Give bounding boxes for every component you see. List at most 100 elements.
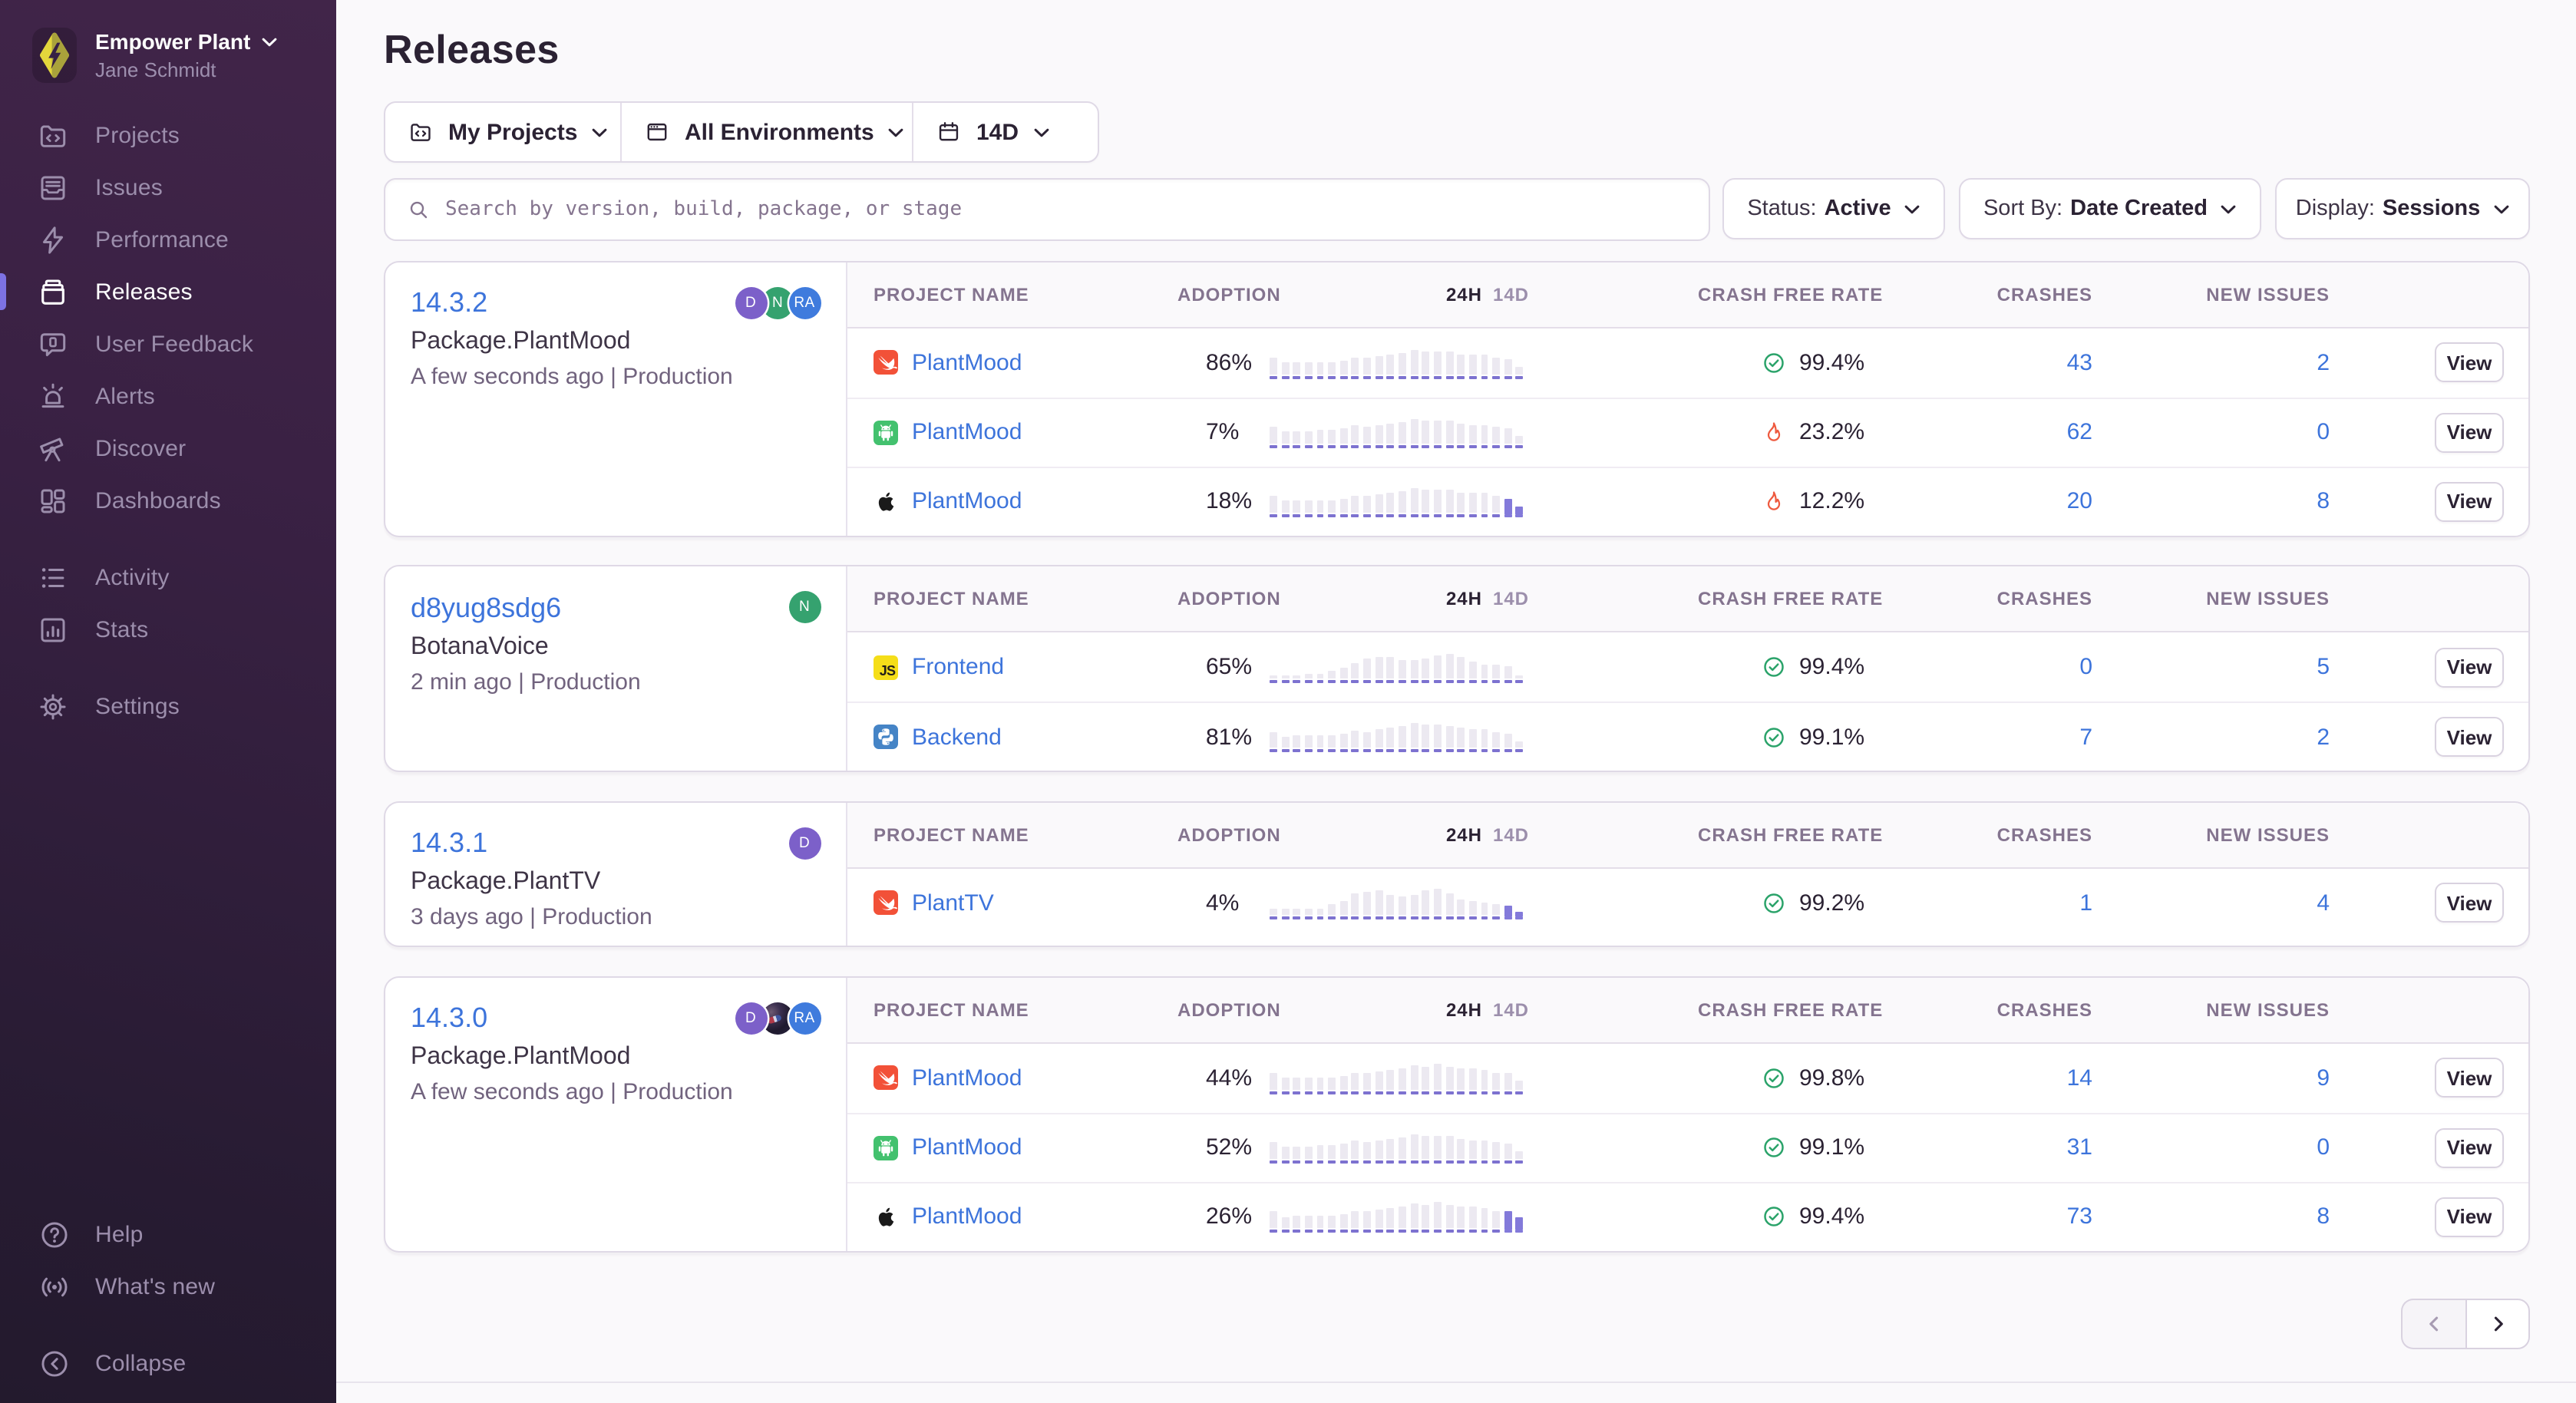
sidebar-item-settings[interactable]: Settings bbox=[0, 680, 336, 732]
view-button[interactable]: View bbox=[2435, 1058, 2504, 1098]
view-button[interactable]: View bbox=[2435, 1127, 2504, 1167]
sidebar-item-label: Collapse bbox=[95, 1350, 187, 1376]
release-meta: A few seconds ago | Production bbox=[411, 364, 733, 390]
sidebar-item-releases[interactable]: Releases bbox=[0, 266, 336, 318]
sort-by-dropdown[interactable]: Sort By: Date Created bbox=[1959, 178, 2261, 239]
adoption-percent: 81% bbox=[1206, 724, 1253, 750]
project-link[interactable]: PlantMood bbox=[912, 419, 1022, 445]
trend-24h-toggle[interactable]: 24H bbox=[1445, 824, 1482, 845]
crash-free-cell: 99.4% bbox=[1762, 328, 1864, 397]
new-issues-count[interactable]: 4 bbox=[2317, 890, 2330, 916]
trend-24h-toggle[interactable]: 24H bbox=[1445, 999, 1482, 1020]
new-issues-count[interactable]: 2 bbox=[2317, 724, 2330, 750]
sidebar-item-what-s-new[interactable]: What's new bbox=[0, 1260, 336, 1312]
next-page-button[interactable] bbox=[2465, 1299, 2530, 1349]
sidebar-item-activity[interactable]: Activity bbox=[0, 551, 336, 603]
new-issues-count[interactable]: 9 bbox=[2317, 1065, 2330, 1091]
release-version-link[interactable]: 14.3.1 bbox=[411, 827, 488, 858]
column-header-new-issues: NEW ISSUES bbox=[2206, 283, 2330, 305]
crashes-count[interactable]: 14 bbox=[2066, 1065, 2092, 1091]
sidebar-item-stats[interactable]: Stats bbox=[0, 603, 336, 655]
project-row: Backend 81% 99.1% 7 2 View bbox=[847, 702, 2528, 771]
user-avatar: N bbox=[788, 591, 821, 623]
crash-free-cell: 99.4% bbox=[1762, 1183, 1864, 1250]
view-button[interactable]: View bbox=[2435, 481, 2504, 521]
status-dropdown[interactable]: Status: Active bbox=[1722, 178, 1945, 239]
org-switcher[interactable]: Empower Plant Jane Schmidt bbox=[32, 28, 278, 83]
release-version-link[interactable]: 14.3.2 bbox=[411, 287, 488, 318]
sidebar-item-performance[interactable]: Performance bbox=[0, 213, 336, 266]
project-link[interactable]: PlantTV bbox=[912, 890, 994, 916]
project-link[interactable]: PlantMood bbox=[912, 349, 1022, 375]
view-button[interactable]: View bbox=[2435, 412, 2504, 452]
avatar-stack: D N RA bbox=[735, 286, 821, 319]
crashes-count[interactable]: 7 bbox=[2079, 724, 2092, 750]
trend-14d-toggle[interactable]: 14D bbox=[1492, 283, 1529, 305]
crashes-count[interactable]: 62 bbox=[2066, 419, 2092, 445]
new-issues-count[interactable]: 0 bbox=[2317, 1134, 2330, 1160]
view-cell: View bbox=[2435, 1183, 2504, 1250]
environments-filter-dropdown[interactable]: All Environments bbox=[620, 103, 912, 161]
new-issues-count[interactable]: 0 bbox=[2317, 419, 2330, 445]
project-cell: PlantMood bbox=[873, 1043, 1022, 1112]
new-issues-count[interactable]: 2 bbox=[2317, 349, 2330, 375]
sidebar-item-alerts[interactable]: Alerts bbox=[0, 370, 336, 422]
sidebar-item-projects[interactable]: Projects bbox=[0, 109, 336, 161]
release-package: Package.PlantTV bbox=[411, 869, 601, 895]
project-link[interactable]: PlantMood bbox=[912, 1203, 1022, 1230]
project-link[interactable]: Backend bbox=[912, 724, 1002, 750]
new-issues-count[interactable]: 5 bbox=[2317, 654, 2330, 680]
display-dropdown[interactable]: Display: Sessions bbox=[2275, 178, 2530, 239]
table-rows: PlantMood 44% 99.8% 14 9 View PlantMood … bbox=[847, 1043, 2528, 1250]
sidebar-item-collapse[interactable]: Collapse bbox=[0, 1337, 336, 1389]
release-version-link[interactable]: d8yug8sdg6 bbox=[411, 592, 562, 622]
crashes-count[interactable]: 73 bbox=[2066, 1203, 2092, 1230]
crashes-count[interactable]: 1 bbox=[2079, 890, 2092, 916]
release-project-table: PROJECT NAME ADOPTION 24H 14D CRASH FREE … bbox=[845, 977, 2528, 1250]
crash-free-rate: 99.4% bbox=[1799, 349, 1865, 375]
previous-page-button[interactable] bbox=[2401, 1299, 2465, 1349]
view-button[interactable]: View bbox=[2435, 1197, 2504, 1236]
trend-14d-toggle[interactable]: 14D bbox=[1492, 588, 1529, 609]
sidebar-item-dashboards[interactable]: Dashboards bbox=[0, 474, 336, 527]
trend-14d-toggle[interactable]: 14D bbox=[1492, 999, 1529, 1020]
project-cell: PlantTV bbox=[873, 868, 994, 937]
project-cell: JS Frontend bbox=[873, 632, 1004, 702]
view-button[interactable]: View bbox=[2435, 717, 2504, 757]
column-header-crash-free-rate: CRASH FREE RATE bbox=[1698, 283, 1884, 305]
column-header-trend: 24H 14D bbox=[1446, 802, 1529, 867]
sidebar-item-label: Projects bbox=[95, 122, 180, 148]
crashes-count[interactable]: 31 bbox=[2066, 1134, 2092, 1160]
sidebar-item-issues[interactable]: Issues bbox=[0, 161, 336, 213]
python-platform-icon bbox=[873, 725, 897, 749]
date-range-dropdown[interactable]: 14D bbox=[912, 103, 1098, 161]
crash-free-bad-flame-icon bbox=[1762, 490, 1785, 513]
crashes-count[interactable]: 43 bbox=[2066, 349, 2092, 375]
column-header-adoption: ADOPTION bbox=[1177, 283, 1281, 305]
release-version-link[interactable]: 14.3.0 bbox=[411, 1002, 488, 1033]
trend-24h-toggle[interactable]: 24H bbox=[1445, 283, 1482, 305]
crashes-count[interactable]: 20 bbox=[2066, 488, 2092, 514]
project-row: PlantMood 86% 99.4% 43 2 View bbox=[847, 328, 2528, 397]
new-issues-count[interactable]: 8 bbox=[2317, 1203, 2330, 1230]
projects-filter-dropdown[interactable]: My Projects bbox=[385, 103, 620, 161]
trend-24h-toggle[interactable]: 24H bbox=[1445, 588, 1482, 609]
project-link[interactable]: PlantMood bbox=[912, 1065, 1022, 1091]
table-header: PROJECT NAME ADOPTION 24H 14D CRASH FREE … bbox=[847, 977, 2528, 1043]
crashes-count[interactable]: 0 bbox=[2079, 654, 2092, 680]
release-summary: 14.3.0 Package.PlantMood A few seconds a… bbox=[385, 977, 845, 1250]
search-input[interactable] bbox=[445, 198, 1690, 221]
project-link[interactable]: PlantMood bbox=[912, 1134, 1022, 1160]
trend-14d-toggle[interactable]: 14D bbox=[1492, 824, 1529, 845]
sidebar-item-user-feedback[interactable]: User Feedback bbox=[0, 318, 336, 370]
view-button[interactable]: View bbox=[2435, 647, 2504, 687]
release-package: Package.PlantMood bbox=[411, 328, 631, 355]
sidebar-item-discover[interactable]: Discover bbox=[0, 422, 336, 474]
view-button[interactable]: View bbox=[2435, 342, 2504, 382]
project-link[interactable]: Frontend bbox=[912, 654, 1005, 680]
sidebar-item-help[interactable]: Help bbox=[0, 1208, 336, 1260]
new-issues-count[interactable]: 8 bbox=[2317, 488, 2330, 514]
release-card: 14.3.1 Package.PlantTV 3 days ago | Prod… bbox=[384, 801, 2530, 947]
view-button[interactable]: View bbox=[2435, 883, 2504, 923]
project-link[interactable]: PlantMood bbox=[912, 488, 1022, 514]
